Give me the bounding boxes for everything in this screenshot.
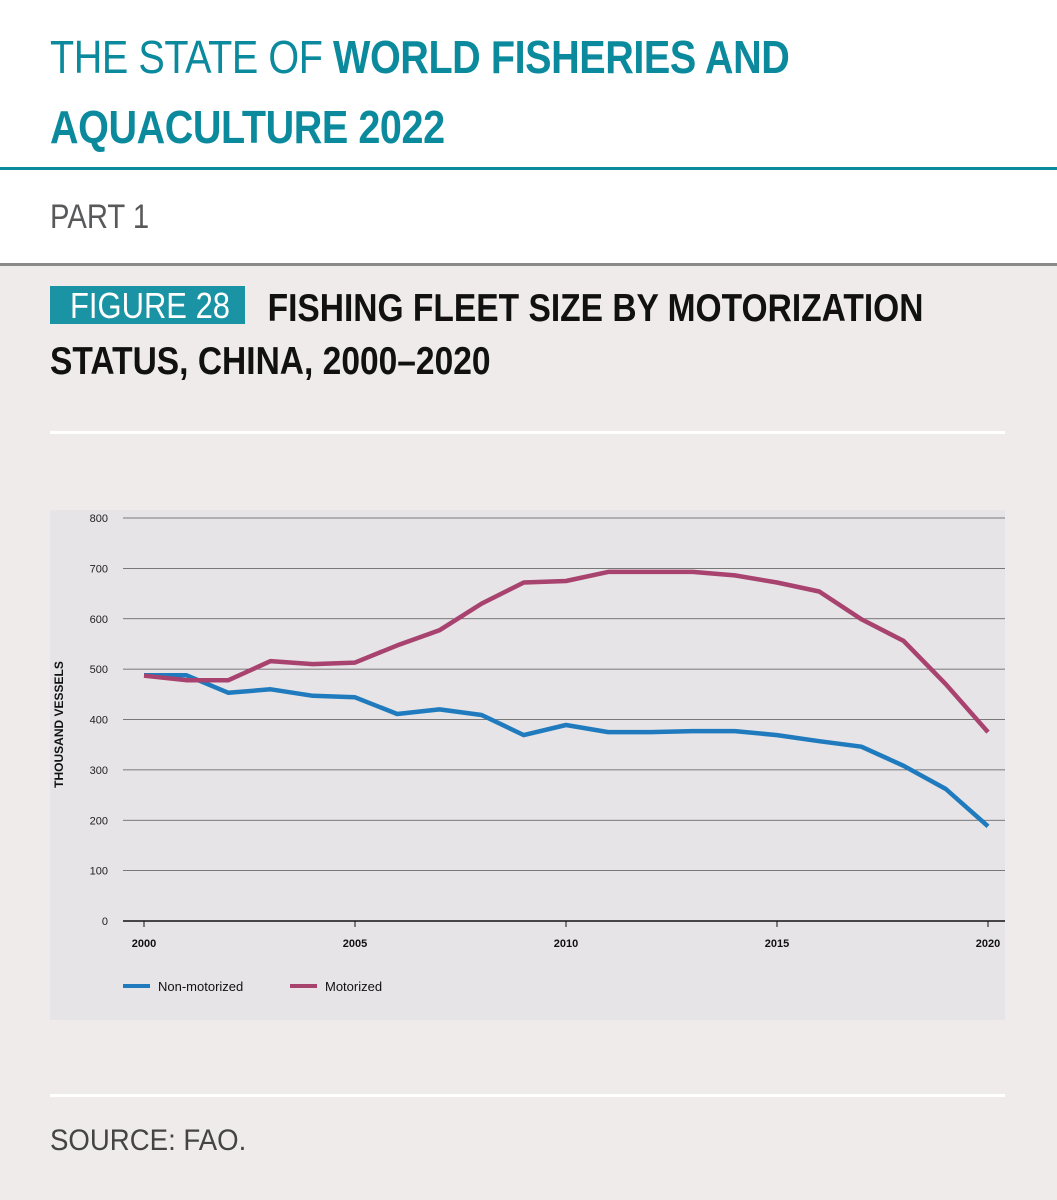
- report-title: THE STATE OF WORLD FISHERIES AND AQUACULT…: [50, 22, 893, 162]
- report-title-bold-2: AQUACULTURE 2022: [50, 101, 445, 153]
- figure-top-rule: [50, 431, 1005, 434]
- report-title-bold-1: WORLD FISHERIES AND: [333, 31, 790, 83]
- x-tick-label: 2015: [765, 938, 789, 950]
- y-tick-label: 700: [90, 563, 108, 575]
- part-label: PART 1: [50, 198, 150, 236]
- figure-title: FISHING FLEET SIZE BY MOTORIZATION STATU…: [50, 287, 924, 383]
- y-tick-label: 100: [90, 866, 108, 878]
- y-tick-label: 600: [90, 614, 108, 626]
- y-axis-label: THOUSAND VESSELS: [52, 661, 66, 788]
- legend-label: Non-motorized: [158, 979, 243, 994]
- x-tick-label: 2000: [132, 938, 156, 950]
- report-header: THE STATE OF WORLD FISHERIES AND AQUACULT…: [0, 0, 1057, 265]
- figure-bottom-rule: [50, 1094, 1005, 1097]
- x-tick-label: 2020: [976, 938, 1000, 950]
- line-chart: 0 100 200 300 400 500 600 700 800 2000 2005 2010 201…: [52, 513, 1005, 994]
- legend-label: Motorized: [325, 979, 382, 994]
- figure-badge: FIGURE 28: [50, 285, 245, 326]
- y-tick-label: 0: [102, 916, 108, 928]
- series-line-non-motorized: [144, 672, 990, 828]
- header-divider: [0, 167, 1057, 170]
- series-line-motorized: [143, 569, 990, 734]
- y-tick-label: 400: [90, 715, 108, 727]
- x-tick-label: 2010: [554, 938, 578, 950]
- source-note: SOURCE: FAO.: [50, 1124, 247, 1157]
- section-divider: [0, 263, 1057, 266]
- y-tick-label: 500: [90, 664, 108, 676]
- y-tick-label: 300: [90, 765, 108, 777]
- x-tick-label: 2005: [343, 938, 367, 950]
- y-tick-label: 200: [90, 815, 108, 827]
- figure-badge-label: FIGURE 28: [70, 285, 231, 326]
- report-title-light: THE STATE OF: [50, 31, 334, 83]
- chart-panel: 0 100 200 300 400 500 600 700 800 2000 2005 2010 201…: [50, 510, 1005, 1020]
- y-tick-label: 800: [90, 513, 108, 525]
